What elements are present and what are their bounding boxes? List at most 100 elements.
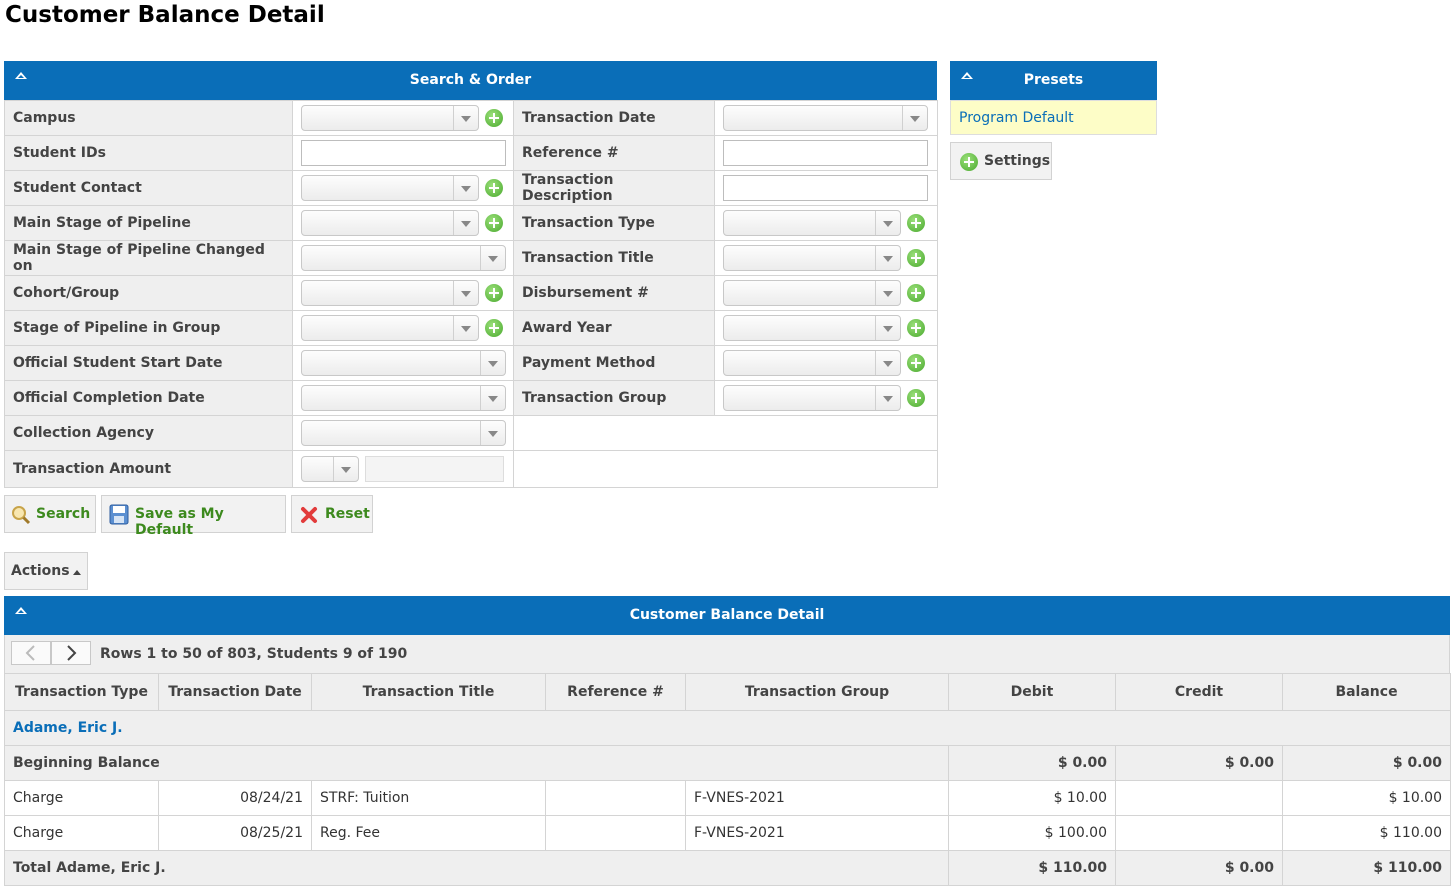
column-header[interactable]: Reference # [545, 673, 686, 711]
student-group-row: Adame, Eric J. [4, 710, 1451, 746]
collapse-icon[interactable] [15, 72, 27, 79]
column-header[interactable]: Balance [1282, 673, 1451, 711]
search-form-row: Collection Agency [4, 415, 938, 451]
field-select[interactable] [301, 350, 506, 376]
add-filter-plus-icon[interactable] [485, 109, 503, 127]
field-label: Official Student Start Date [4, 345, 293, 381]
column-header[interactable]: Debit [948, 673, 1116, 711]
next-page-button[interactable] [51, 641, 91, 665]
type-cell: Charge [4, 780, 159, 816]
student-name-link[interactable]: Adame, Eric J. [4, 710, 1451, 746]
add-filter-plus-icon[interactable] [907, 249, 925, 267]
credit-cell: $ 0.00 [1115, 850, 1283, 886]
total-label: Total Adame, Eric J. [4, 850, 949, 886]
field-label: Cohort/Group [4, 275, 293, 311]
search-form-row: Student Contact Transaction Description [4, 170, 938, 206]
search-order-header[interactable]: Search & Order [4, 61, 937, 100]
field-label: Main Stage of Pipeline Changed on [4, 240, 293, 276]
field-select[interactable] [301, 210, 479, 236]
balance-cell: $ 110.00 [1282, 850, 1451, 886]
field-label: Transaction Title [513, 240, 715, 276]
column-header[interactable]: Transaction Title [311, 673, 546, 711]
field-select[interactable] [723, 385, 901, 411]
add-filter-plus-icon[interactable] [907, 284, 925, 302]
search-form-row: Stage of Pipeline in Group Award Year [4, 310, 938, 346]
field-input[interactable] [723, 140, 928, 166]
chevron-down-icon [875, 386, 900, 410]
beginning-balance-row: Beginning Balance $ 0.00 $ 0.00 $ 0.00 [4, 745, 1451, 781]
search-form-row: Cohort/Group Disbursement # [4, 275, 938, 311]
chevron-down-icon [453, 176, 478, 200]
add-filter-plus-icon[interactable] [485, 319, 503, 337]
preset-program-default[interactable]: Program Default [959, 110, 1074, 126]
column-header[interactable]: Transaction Group [685, 673, 949, 711]
field-select[interactable] [301, 105, 479, 131]
field-input[interactable] [301, 140, 506, 166]
chevron-down-icon [453, 211, 478, 235]
field-select[interactable] [723, 280, 901, 306]
add-filter-plus-icon[interactable] [485, 179, 503, 197]
add-filter-plus-icon[interactable] [907, 389, 925, 407]
date-cell: 08/25/21 [158, 815, 312, 851]
page-title: Customer Balance Detail [5, 2, 325, 28]
add-filter-plus-icon[interactable] [907, 214, 925, 232]
presets-header[interactable]: Presets [950, 61, 1157, 100]
credit-cell [1115, 780, 1283, 816]
collapse-icon[interactable] [15, 607, 27, 614]
reference-cell [545, 780, 686, 816]
field-label: Main Stage of Pipeline [4, 205, 293, 241]
add-filter-plus-icon[interactable] [485, 284, 503, 302]
field-select[interactable] [301, 280, 479, 306]
actions-button[interactable]: Actions [4, 552, 88, 590]
field-input[interactable] [723, 175, 928, 201]
search-form-row: Official Student Start Date Payment Metho… [4, 345, 938, 381]
column-header[interactable]: Credit [1115, 673, 1283, 711]
settings-button[interactable]: Settings [950, 142, 1052, 180]
field-label: Transaction Date [513, 100, 715, 136]
prev-page-button[interactable] [11, 641, 51, 665]
amount-input[interactable] [365, 456, 504, 482]
field-label: Stage of Pipeline in Group [4, 310, 293, 346]
add-filter-plus-icon[interactable] [485, 214, 503, 232]
field-label: Official Completion Date [4, 380, 293, 416]
empty-cell [513, 450, 938, 488]
search-button[interactable]: Search [4, 495, 96, 533]
column-header[interactable]: Transaction Type [4, 673, 159, 711]
add-filter-plus-icon[interactable] [907, 354, 925, 372]
reset-button[interactable]: Reset [291, 495, 373, 533]
chevron-down-icon [902, 106, 927, 130]
debit-cell: $ 100.00 [948, 815, 1116, 851]
collapse-icon[interactable] [961, 72, 973, 79]
save-default-button[interactable]: Save as My Default [101, 495, 286, 538]
title-cell: STRF: Tuition [311, 780, 546, 816]
credit-cell: $ 0.00 [1115, 745, 1283, 781]
search-form: Campus Transaction Date Student IDs Referen… [4, 100, 938, 488]
field-select[interactable] [301, 385, 506, 411]
field-select[interactable] [301, 315, 479, 341]
field-select[interactable] [301, 175, 479, 201]
field-select[interactable] [723, 350, 901, 376]
field-select[interactable] [723, 105, 928, 131]
field-select[interactable] [723, 210, 901, 236]
debit-cell: $ 10.00 [948, 780, 1116, 816]
reference-cell [545, 815, 686, 851]
field-select[interactable] [301, 420, 506, 446]
column-header[interactable]: Transaction Date [158, 673, 312, 711]
settings-button-label: Settings [984, 153, 1051, 169]
chevron-down-icon [480, 246, 505, 270]
field-label: Collection Agency [4, 415, 293, 451]
field-label: Transaction Amount [4, 450, 293, 488]
title-cell: Reg. Fee [311, 815, 546, 851]
field-select[interactable] [723, 315, 901, 341]
magnifier-icon [12, 506, 31, 525]
add-filter-plus-icon[interactable] [907, 319, 925, 337]
amount-operator-select[interactable] [301, 456, 359, 482]
chevron-down-icon [453, 316, 478, 340]
credit-cell [1115, 815, 1283, 851]
table-row: Charge 08/25/21 Reg. Fee F-VNES-2021 $ 100.0… [4, 815, 1451, 851]
field-label: Transaction Group [513, 380, 715, 416]
field-select[interactable] [723, 245, 901, 271]
chevron-down-icon [875, 246, 900, 270]
results-header[interactable]: Customer Balance Detail [4, 596, 1450, 635]
field-select[interactable] [301, 245, 506, 271]
